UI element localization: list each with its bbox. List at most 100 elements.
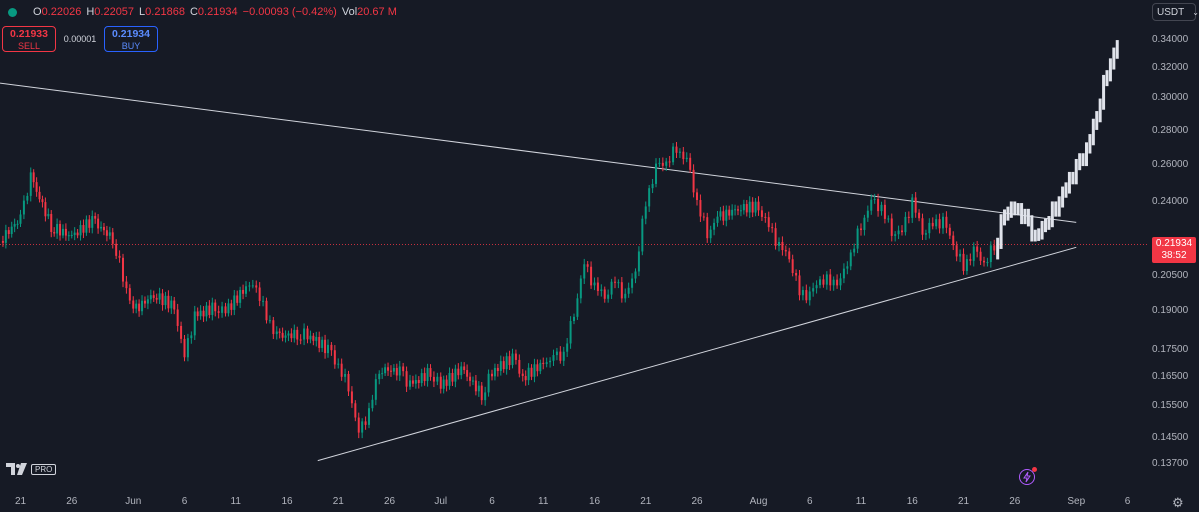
candle-body	[211, 302, 214, 315]
candle-body	[566, 343, 569, 352]
y-tick-label: 0.32000	[1152, 62, 1189, 74]
candle-body	[296, 329, 299, 340]
candle-body	[696, 192, 698, 201]
candle-body	[491, 373, 493, 377]
candle-body	[784, 250, 787, 252]
candle-body	[19, 214, 22, 224]
candle-body	[839, 278, 842, 286]
candle-body	[590, 266, 593, 286]
candle-body	[268, 320, 271, 322]
projection-bar	[1026, 208, 1030, 227]
currency-selector[interactable]: USDT ⌄	[1152, 3, 1199, 21]
candle-body	[731, 209, 734, 216]
candle-body	[798, 275, 801, 296]
buy-button[interactable]: 0.21934 BUY	[104, 26, 158, 52]
y-tick-label: 0.16500	[1152, 371, 1189, 383]
candle-body	[303, 328, 306, 340]
candle-body	[836, 279, 839, 286]
candle-body	[152, 295, 155, 298]
candle-body	[389, 370, 392, 372]
y-tick-label: 0.28000	[1152, 124, 1189, 136]
candle-body	[439, 376, 442, 389]
candle-body	[521, 373, 524, 376]
candle-body	[938, 219, 941, 229]
candle-body	[387, 367, 390, 371]
projection-bar	[1064, 182, 1068, 198]
candle-body	[426, 368, 429, 382]
sell-button[interactable]: 0.21933 SELL	[2, 26, 56, 52]
candle-body	[61, 228, 64, 236]
y-tick-label: 0.34000	[1152, 34, 1189, 45]
x-tick-label: 21	[332, 496, 344, 507]
candle-body	[22, 200, 25, 215]
x-tick-label: 26	[383, 496, 396, 507]
candle-body	[614, 281, 616, 283]
candle-body	[417, 379, 420, 384]
candle-body	[921, 218, 924, 235]
candle-body	[128, 288, 131, 301]
candle-body	[993, 245, 996, 251]
y-tick-label: 0.14500	[1152, 431, 1189, 443]
candle-body	[728, 209, 731, 216]
candle-body	[562, 351, 565, 361]
candle-body	[863, 217, 866, 230]
projection-bar	[1023, 208, 1027, 225]
candle-body	[914, 197, 917, 213]
candle-body	[251, 285, 254, 287]
candle-body	[445, 379, 448, 386]
gear-icon[interactable]: ⚙	[1172, 495, 1184, 510]
projection-bar	[1071, 171, 1075, 185]
candle-body	[739, 210, 742, 212]
candle-body	[781, 241, 784, 251]
candle-body	[808, 291, 811, 301]
candle-body	[13, 224, 16, 227]
candle-body	[432, 376, 435, 382]
x-tick-label: 11	[538, 496, 549, 507]
candle-body	[918, 212, 921, 219]
candle-body	[186, 338, 189, 358]
candle-body	[754, 201, 757, 213]
candle-body	[542, 362, 545, 365]
candle-body	[236, 295, 239, 303]
candle-body	[378, 373, 381, 380]
projection-bar	[996, 237, 1000, 260]
candle-body	[299, 339, 302, 341]
candle-body	[493, 367, 496, 377]
candle-body	[624, 293, 627, 299]
lightning-icon[interactable]	[1019, 467, 1037, 485]
candle-body	[832, 279, 835, 286]
candle-body	[484, 392, 487, 401]
tradingview-logo[interactable]: PRO	[6, 463, 57, 475]
candle-body	[742, 204, 745, 211]
y-tick-label: 0.19000	[1152, 305, 1189, 317]
candle-body	[463, 366, 466, 371]
candle-body	[309, 335, 312, 340]
chevron-down-icon: ⌄	[1192, 7, 1199, 17]
candle-body	[275, 331, 278, 335]
candle-body	[931, 222, 934, 227]
candle-body	[651, 183, 654, 189]
candle-body	[722, 211, 725, 221]
candle-body	[842, 268, 845, 279]
candle-body	[381, 373, 384, 375]
candle-body	[877, 199, 880, 212]
close-key: C	[189, 6, 198, 18]
candle-body	[94, 216, 97, 219]
candle-body	[672, 146, 675, 163]
candle-body	[675, 146, 678, 153]
candle-body	[167, 295, 170, 309]
candle-body	[164, 295, 167, 306]
candle-body	[405, 371, 408, 387]
candle-body	[469, 376, 472, 381]
candle-body	[173, 300, 176, 310]
candle-body	[158, 293, 161, 300]
candle-body	[1, 240, 4, 243]
candle-body	[272, 320, 275, 335]
candle-body	[337, 363, 340, 365]
candle-body	[242, 289, 245, 294]
x-tick-label: 16	[281, 496, 293, 507]
candle-body	[795, 273, 798, 276]
candle-body	[819, 279, 821, 286]
candle-body	[539, 362, 542, 372]
